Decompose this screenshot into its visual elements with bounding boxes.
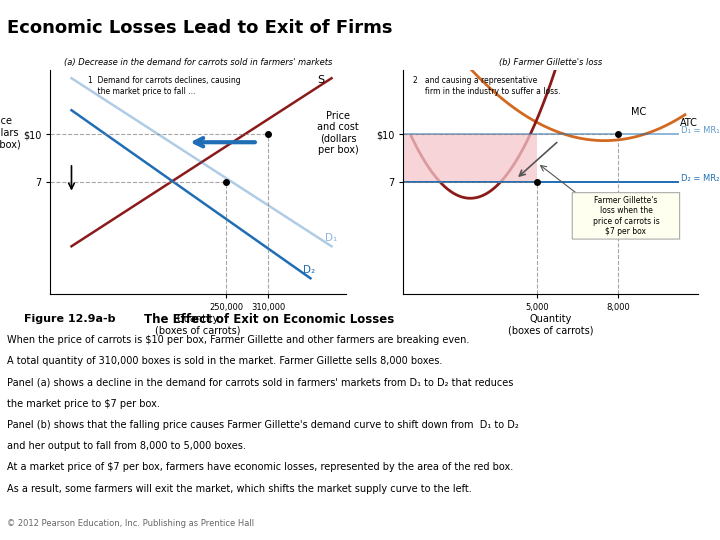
Text: D₂ = MR₂: D₂ = MR₂ xyxy=(680,174,719,183)
Y-axis label: Price
and cost
(dollars
per box): Price and cost (dollars per box) xyxy=(318,111,359,156)
Text: © 2012 Pearson Education, Inc. Publishing as Prentice Hall: © 2012 Pearson Education, Inc. Publishin… xyxy=(7,519,254,528)
Text: Figure 12.9a-b: Figure 12.9a-b xyxy=(24,314,116,324)
Text: 1  Demand for carrots declines, causing
    the market price to fall ...: 1 Demand for carrots declines, causing t… xyxy=(89,77,241,96)
Y-axis label: Price
(dollars
per box): Price (dollars per box) xyxy=(0,116,21,150)
Text: the market price to $7 per box.: the market price to $7 per box. xyxy=(7,399,160,409)
Text: D₂: D₂ xyxy=(303,266,315,275)
Text: The Effect of Exit on Economic Losses: The Effect of Exit on Economic Losses xyxy=(144,313,395,326)
X-axis label: Quantity
(boxes of carrots): Quantity (boxes of carrots) xyxy=(156,314,240,335)
Text: Panel (a) shows a decline in the demand for carrots sold in farmers' markets fro: Panel (a) shows a decline in the demand … xyxy=(7,377,513,387)
FancyBboxPatch shape xyxy=(572,193,680,239)
Text: When the price of carrots is $10 per box, Farmer Gillette and other farmers are : When the price of carrots is $10 per box… xyxy=(7,335,469,345)
Text: MC: MC xyxy=(631,107,647,117)
Bar xyxy=(403,134,537,183)
Text: D₁: D₁ xyxy=(325,233,337,244)
Text: and her output to fall from 8,000 to 5,000 boxes.: and her output to fall from 8,000 to 5,0… xyxy=(7,441,246,451)
Text: At a market price of $7 per box, farmers have economic losses, represented by th: At a market price of $7 per box, farmers… xyxy=(7,462,513,472)
Text: Farmer Gillette's
loss when the
price of carrots is
$7 per box: Farmer Gillette's loss when the price of… xyxy=(593,196,660,236)
Text: A total quantity of 310,000 boxes is sold in the market. Farmer Gillette sells 8: A total quantity of 310,000 boxes is sol… xyxy=(7,356,443,366)
Text: 2   and causing a representative
     firm in the industry to suffer a loss.: 2 and causing a representative firm in t… xyxy=(413,77,560,96)
Text: Economic Losses Lead to Exit of Firms: Economic Losses Lead to Exit of Firms xyxy=(7,19,392,37)
Text: S: S xyxy=(318,75,325,85)
Title: (a) Decrease in the demand for carrots sold in farmers' markets: (a) Decrease in the demand for carrots s… xyxy=(64,58,332,66)
Text: Panel (b) shows that the falling price causes Farmer Gillette's demand curve to : Panel (b) shows that the falling price c… xyxy=(7,420,519,430)
Text: D₁ = MR₁: D₁ = MR₁ xyxy=(680,126,719,135)
Text: 48 of 92: 48 of 92 xyxy=(646,521,697,531)
X-axis label: Quantity
(boxes of carrots): Quantity (boxes of carrots) xyxy=(508,314,593,335)
Text: As a result, some farmers will exit the market, which shifts the market supply c: As a result, some farmers will exit the … xyxy=(7,484,472,494)
Title: (b) Farmer Gillette's loss: (b) Farmer Gillette's loss xyxy=(499,58,603,66)
Text: ATC: ATC xyxy=(680,118,698,128)
